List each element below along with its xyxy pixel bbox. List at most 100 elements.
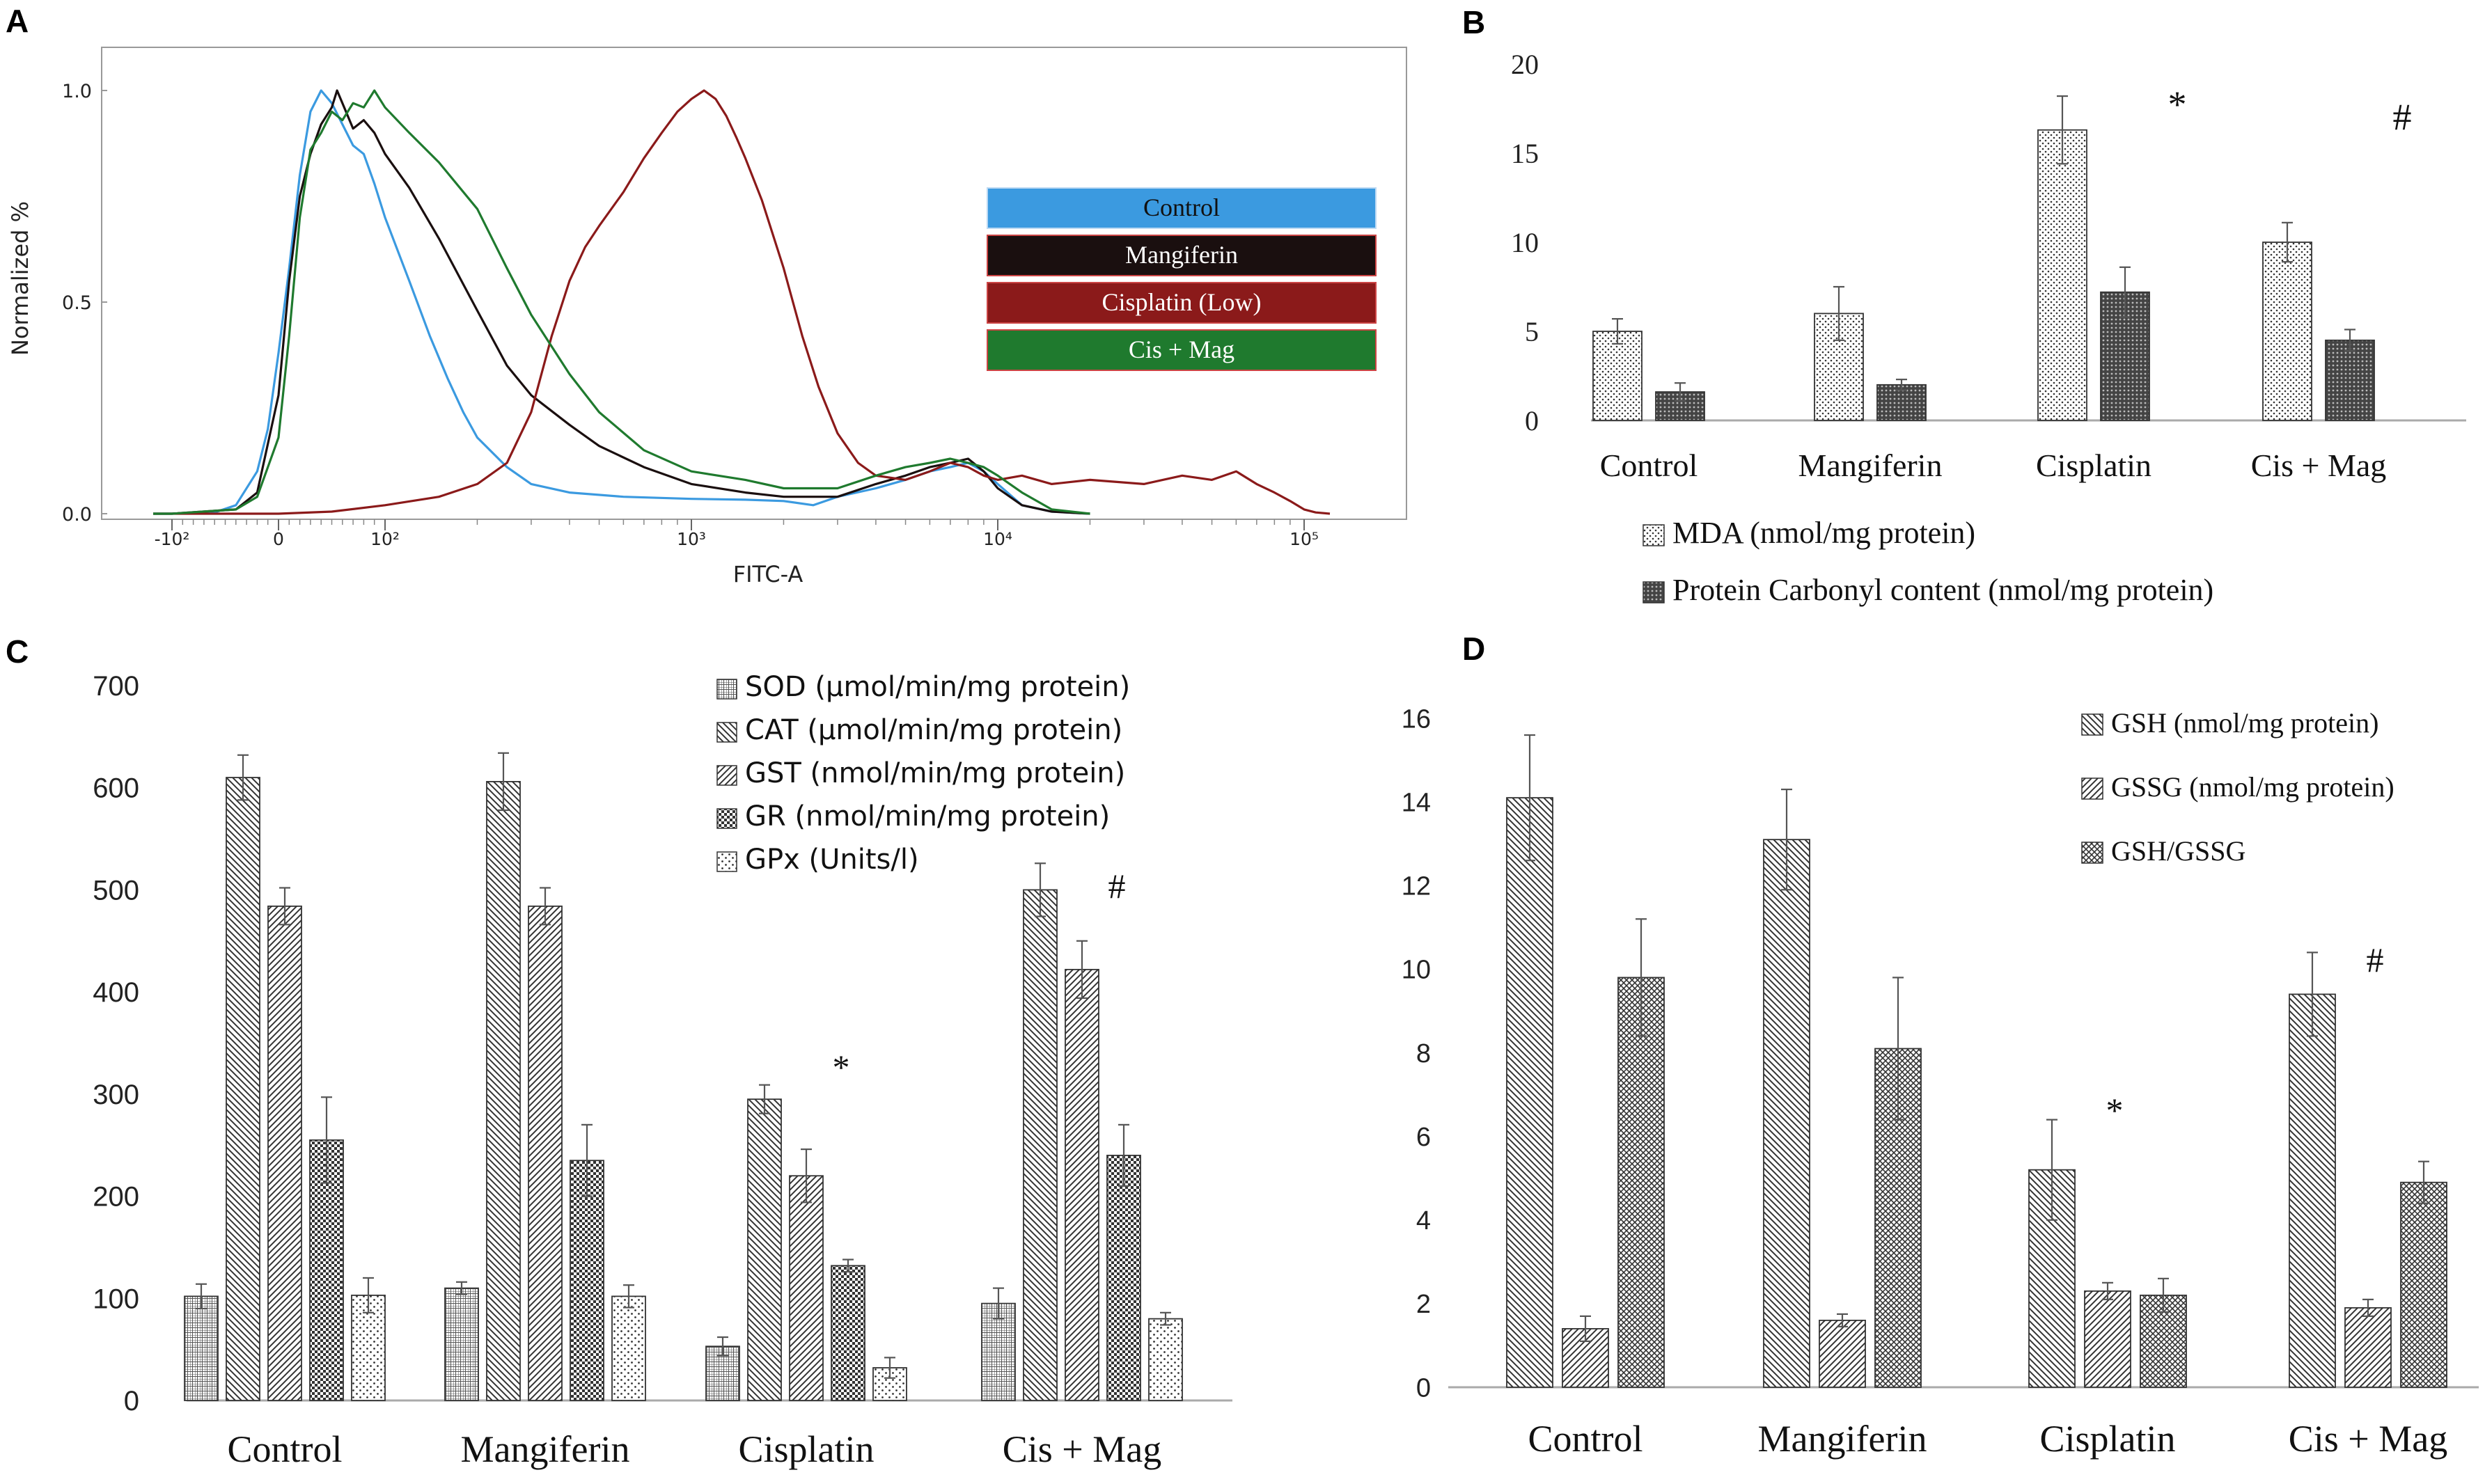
d-y-tick-label: 6: [1416, 1123, 1431, 1152]
d-legend-label: GSH (nmol/mg protein): [2111, 707, 2378, 739]
d-category-label: Control: [1528, 1418, 1643, 1460]
c-y-tick-label: 700: [93, 671, 139, 702]
c-y-tick-label: 500: [93, 875, 139, 906]
c-legend-label: CAT (μmol/min/mg protein): [745, 714, 1122, 746]
c-legend-label: GPx (Units/l): [745, 844, 919, 876]
b-bar: [2325, 339, 2375, 421]
c-category-label: Cis + Mag: [1003, 1428, 1161, 1470]
histogram-series-line: [153, 89, 1090, 515]
c-bar: [611, 1295, 646, 1401]
b-legend-swatch: [1643, 581, 1665, 603]
d-bar: [2289, 993, 2336, 1388]
d-bar: [1617, 977, 1665, 1388]
b-category-label: Control: [1600, 448, 1698, 483]
c-bar: [747, 1098, 782, 1401]
c-bar: [528, 906, 563, 1401]
d-legend-swatch: [2081, 842, 2103, 864]
c-legend-swatch: [716, 679, 737, 700]
b-category-label: Mangiferin: [1798, 448, 1943, 483]
d-bar: [1819, 1320, 1866, 1388]
antioxidant-enzymes-chart: 0 100 200 300 400 500 600 700 Control Mangiferin…: [93, 671, 1232, 1470]
b-category-label: Cisplatin: [2036, 448, 2151, 483]
c-y-tick-label: 600: [93, 773, 139, 804]
d-bar: [2400, 1181, 2447, 1388]
b-bar: [2262, 242, 2312, 421]
histogram-series-line: [153, 89, 1090, 515]
d-y-tick-label: 12: [1402, 872, 1431, 901]
b-y-tick-label: 20: [1511, 49, 1539, 80]
c-category-label: Control: [227, 1428, 342, 1470]
histogram-legend-label: Cisplatin (Low): [1102, 288, 1262, 316]
panel-label-b: B: [1462, 4, 1485, 40]
histogram-y-tick-label: 1.0: [62, 81, 92, 102]
b-y-tick-label: 5: [1525, 316, 1539, 347]
b-bar: [2037, 129, 2087, 421]
histogram-legend-label: Cis + Mag: [1129, 336, 1234, 363]
d-y-tick-label: 14: [1402, 788, 1431, 817]
histogram-x-tick-label: 10²: [370, 529, 400, 549]
c-bar: [981, 1302, 1016, 1401]
c-legend-swatch: [716, 722, 737, 743]
c-bar: [789, 1175, 824, 1401]
histogram-xlabel: FITC-A: [733, 561, 803, 587]
histogram-legend-swatch: [987, 235, 1377, 276]
c-bar: [1106, 1154, 1141, 1401]
c-legend-label: GR (nmol/min/mg protein): [745, 800, 1110, 832]
c-legend-swatch: [716, 765, 737, 786]
d-legend-swatch: [2081, 713, 2103, 736]
c-bar: [444, 1287, 479, 1401]
c-category-label: Cisplatin: [738, 1428, 874, 1470]
histogram-legend-swatch: [987, 329, 1377, 371]
b-significance-mark: *: [2168, 84, 2187, 125]
c-y-tick-label: 300: [93, 1080, 139, 1110]
histogram-series-line: [153, 89, 1331, 515]
c-y-tick-label: 0: [124, 1386, 139, 1416]
d-category-label: Cisplatin: [2039, 1418, 2175, 1460]
b-bar: [1592, 331, 1643, 421]
d-bar: [1763, 839, 1810, 1388]
panel-label-c: C: [6, 633, 29, 670]
b-legend-label: MDA (nmol/mg protein): [1672, 516, 1975, 550]
d-significance-mark: *: [2106, 1091, 2124, 1130]
c-significance-mark: #: [1108, 867, 1126, 906]
d-y-tick-label: 2: [1416, 1290, 1431, 1319]
d-legend-label: GSSG (nmol/mg protein): [2111, 771, 2394, 803]
c-significance-mark: *: [833, 1048, 850, 1087]
histogram-x-tick-label: 10⁵: [1289, 529, 1319, 549]
d-bar: [2344, 1307, 2392, 1388]
oxidative-markers-chart: 0 5 10 15 20 Control Mangiferin Cisplatin Cis +…: [1511, 49, 2466, 607]
c-bar: [1023, 889, 1058, 1401]
glutathione-chart: 0 2 4 6 8 10 12 14 16 Control Mangiferin Cisplatin…: [1402, 704, 2479, 1460]
histogram-legend-swatch: [987, 187, 1377, 229]
d-bar: [1506, 797, 1553, 1388]
c-y-tick-label: 100: [93, 1284, 139, 1314]
histogram-chart: Normalized % FITC-A 0.0 0.5 1.0 -10² 0 10² 10…: [7, 47, 1407, 587]
histogram-y-tick-label: 0.0: [62, 504, 92, 526]
histogram-ylabel: Normalized %: [7, 201, 33, 356]
d-significance-mark: #: [2367, 940, 2384, 979]
b-category-label: Cis + Mag: [2251, 448, 2387, 483]
b-y-tick-label: 15: [1511, 138, 1539, 169]
d-legend-label: GSH/GSSG: [2111, 835, 2245, 867]
d-y-tick-label: 0: [1416, 1373, 1431, 1403]
histogram-legend-label: Control: [1143, 194, 1220, 221]
d-y-tick-label: 10: [1402, 956, 1431, 985]
panel-label-d: D: [1462, 631, 1485, 667]
c-legend-label: SOD (μmol/min/mg protein): [745, 671, 1130, 703]
d-y-tick-label: 4: [1416, 1206, 1431, 1236]
c-bar: [831, 1265, 865, 1401]
c-bar: [226, 777, 260, 1401]
b-significance-mark: #: [2393, 96, 2412, 138]
d-legend-swatch: [2081, 777, 2103, 800]
c-category-label: Mangiferin: [461, 1428, 630, 1470]
b-legend-swatch: [1643, 524, 1665, 546]
histogram-x-tick-label: 10³: [677, 529, 706, 549]
c-bar: [486, 781, 521, 1401]
b-legend-label: Protein Carbonyl content (nmol/mg protei…: [1672, 573, 2213, 607]
c-bar: [1148, 1318, 1183, 1401]
d-y-tick-label: 8: [1416, 1039, 1431, 1068]
b-y-tick-label: 0: [1525, 405, 1539, 436]
c-y-tick-label: 400: [93, 977, 139, 1008]
d-category-label: Cis + Mag: [2289, 1418, 2447, 1460]
d-bar: [2084, 1290, 2131, 1388]
